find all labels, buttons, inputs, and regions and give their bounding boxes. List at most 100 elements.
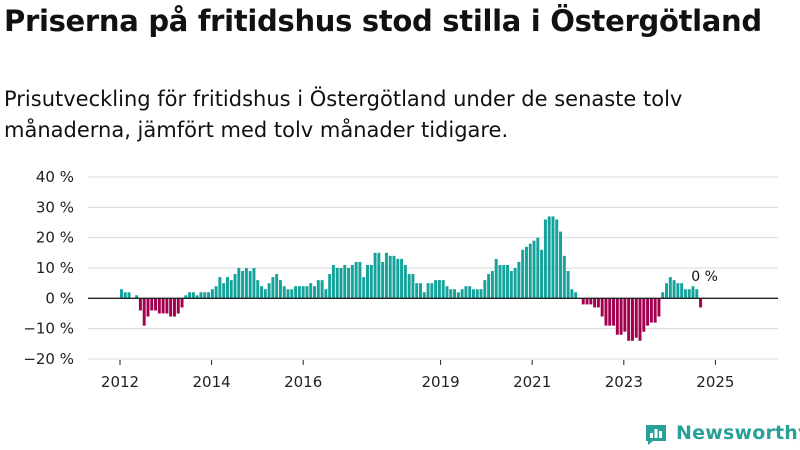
bar (498, 264, 502, 299)
bar (267, 283, 271, 299)
bar (184, 295, 188, 299)
bar (574, 292, 578, 299)
bar (445, 286, 449, 299)
bar (649, 298, 653, 323)
bar (260, 286, 263, 299)
bar (453, 289, 457, 299)
bar (172, 298, 176, 317)
bar (475, 289, 479, 299)
bar (350, 264, 354, 299)
bar (362, 277, 366, 299)
chart-subtitle: Prisutveckling för fritidshus i Östergöt… (4, 87, 683, 142)
bar (665, 283, 668, 299)
x-tick-label: 2012 (101, 373, 139, 391)
bar (154, 298, 158, 311)
bar (434, 280, 438, 299)
bar (415, 283, 419, 299)
bar (157, 298, 161, 314)
bar (604, 298, 608, 326)
bar (460, 289, 464, 299)
bar (585, 298, 589, 305)
bar (313, 286, 316, 299)
bar (305, 286, 309, 299)
x-tick-label: 2021 (513, 373, 551, 391)
bar-series (120, 216, 703, 341)
y-tick-label: 40 % (36, 168, 74, 186)
bar (615, 298, 619, 335)
bar (683, 289, 687, 299)
bar (551, 216, 555, 299)
bar (528, 243, 532, 299)
bar (517, 261, 521, 299)
bar (271, 277, 275, 299)
bar (506, 264, 510, 299)
bar (646, 298, 650, 326)
bar (630, 298, 634, 341)
bar (354, 261, 358, 299)
bar (536, 237, 540, 299)
bar (188, 292, 192, 299)
bar (222, 283, 226, 299)
bar (400, 258, 404, 299)
bar (562, 255, 566, 299)
bar (225, 277, 229, 299)
brand-name: Newsworthy (676, 422, 800, 444)
bar (203, 292, 207, 299)
bar (218, 277, 222, 299)
bar (661, 292, 665, 299)
bar (456, 292, 460, 299)
bar (233, 274, 237, 299)
bar (627, 298, 631, 341)
bar (407, 274, 411, 299)
bar (566, 271, 570, 299)
bar (600, 298, 604, 317)
bar (366, 264, 369, 299)
bar (377, 252, 381, 299)
bar (521, 249, 525, 299)
y-tick-label: 0 % (45, 289, 74, 307)
bar (343, 264, 347, 299)
bar (381, 261, 385, 299)
bar (487, 274, 491, 299)
bar (210, 289, 214, 299)
x-tick-label: 2025 (696, 373, 734, 391)
bar (331, 264, 335, 299)
y-tick-label: 30 % (36, 198, 74, 216)
bar (687, 289, 691, 299)
bar (525, 246, 528, 299)
bar (464, 286, 468, 299)
bar (612, 298, 615, 326)
bar (150, 298, 154, 311)
bar (161, 298, 165, 314)
bar (214, 286, 218, 299)
bar (263, 289, 267, 299)
bar (294, 286, 298, 299)
bar (513, 268, 517, 299)
bar (555, 219, 559, 299)
bar (396, 258, 400, 299)
bar (358, 261, 362, 299)
bar (248, 271, 252, 299)
bar (146, 298, 150, 317)
bar (403, 264, 407, 299)
bar (634, 298, 638, 338)
bar (290, 289, 294, 299)
bar (301, 286, 305, 299)
bar (252, 268, 256, 299)
bar (672, 280, 676, 299)
bar (180, 298, 184, 308)
bar (437, 280, 441, 299)
bar (199, 292, 203, 299)
bar (123, 292, 127, 299)
bar (540, 249, 544, 299)
bar (559, 231, 563, 299)
bar (241, 271, 245, 299)
bar (256, 280, 260, 299)
x-tick-label: 2014 (193, 373, 231, 391)
bar (339, 268, 343, 299)
bar (422, 292, 426, 299)
bar (278, 280, 282, 299)
bar (547, 216, 551, 299)
bar (483, 280, 487, 299)
bar (120, 289, 123, 299)
